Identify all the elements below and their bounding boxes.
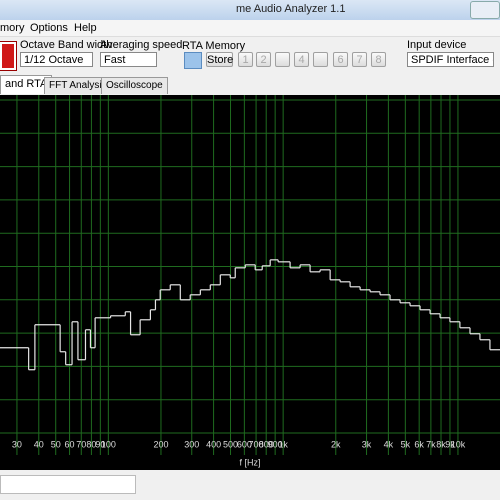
x-tick-label: 8k xyxy=(436,439,446,449)
x-tick-label: 90 xyxy=(95,439,105,449)
octave-value: 1/12 Octave xyxy=(24,54,84,66)
x-tick-label: 40 xyxy=(34,439,44,449)
slot-button[interactable]: 1 xyxy=(238,52,253,67)
x-tick-label: 200 xyxy=(153,439,168,449)
record-button[interactable] xyxy=(0,41,17,71)
slot-text: 2 xyxy=(260,54,267,66)
menu-bar: mory Options Help xyxy=(0,20,500,37)
x-tick-label: 600 xyxy=(237,439,252,449)
slot-button[interactable]: 2 xyxy=(256,52,271,67)
x-tick-label: 10k xyxy=(451,439,466,449)
title-bar: me Audio Analyzer 1.1 xyxy=(0,0,500,20)
x-tick-label: 900 xyxy=(268,439,283,449)
avg-value: Fast xyxy=(104,54,126,66)
menu-item[interactable]: Help xyxy=(74,22,97,34)
status-bar xyxy=(0,470,500,500)
slot-text: 8 xyxy=(375,54,382,66)
slot-button[interactable] xyxy=(275,52,290,67)
tab[interactable]: Oscilloscope xyxy=(101,77,168,94)
memory-label: RTA Memory xyxy=(182,40,246,52)
x-axis-label: f [Hz] xyxy=(239,457,260,467)
x-tick-label: 5k xyxy=(401,439,411,449)
x-tick-label: 7k xyxy=(426,439,436,449)
slot-text: 4 xyxy=(298,54,305,66)
slot-text: 6 xyxy=(337,54,344,66)
x-tick-label: 4k xyxy=(384,439,394,449)
x-tick-label: 9k xyxy=(445,439,455,449)
x-tick-label: 2k xyxy=(331,439,341,449)
x-tick-label: 1k xyxy=(278,439,288,449)
x-tick-label: 400 xyxy=(206,439,221,449)
x-tick-label: 500 xyxy=(223,439,238,449)
memory-icon[interactable] xyxy=(184,52,202,69)
x-tick-label: 6k xyxy=(414,439,424,449)
x-tick-label: 80 xyxy=(86,439,96,449)
store-button[interactable]: Store xyxy=(206,52,233,67)
slot-button[interactable]: 4 xyxy=(294,52,309,67)
chart-background xyxy=(0,95,500,470)
input-select[interactable]: SPDIF Interface (I xyxy=(407,52,494,67)
x-tick-label: 700 xyxy=(249,439,264,449)
x-tick-label: 50 xyxy=(51,439,61,449)
slot-button[interactable]: 7 xyxy=(352,52,367,67)
x-tick-label: 800 xyxy=(259,439,274,449)
input-label: Input device xyxy=(407,39,467,51)
x-tick-label: 30 xyxy=(12,439,22,449)
menu-item[interactable]: Options xyxy=(30,22,68,34)
octave-label: Octave Band width xyxy=(20,39,113,51)
slot-text: 7 xyxy=(356,54,363,66)
tab-text: and RTA xyxy=(5,78,48,90)
slot-text: 1 xyxy=(242,54,249,66)
x-tick-label: 60 xyxy=(65,439,75,449)
slot-button[interactable] xyxy=(313,52,328,67)
menu-item[interactable]: mory xyxy=(0,22,25,34)
avg-select[interactable]: Fast xyxy=(100,52,157,67)
window-title: me Audio Analyzer 1.1 xyxy=(236,3,346,15)
window-button[interactable] xyxy=(470,1,500,19)
slot-button[interactable]: 8 xyxy=(371,52,386,67)
avg-label: Averaging speed xyxy=(100,39,183,51)
input-value: SPDIF Interface (I xyxy=(411,54,494,66)
status-field xyxy=(0,475,136,494)
tab-text: Oscilloscope xyxy=(106,80,163,91)
store-text: Store xyxy=(207,54,234,66)
slot-button[interactable]: 6 xyxy=(333,52,348,67)
octave-select[interactable]: 1/12 Octave xyxy=(20,52,93,67)
x-tick-label: 70 xyxy=(76,439,86,449)
x-tick-label: 100 xyxy=(101,439,116,449)
x-tick-label: 3k xyxy=(362,439,372,449)
tab-text: FFT Analysis xyxy=(49,80,107,91)
x-tick-label: 300 xyxy=(184,439,199,449)
